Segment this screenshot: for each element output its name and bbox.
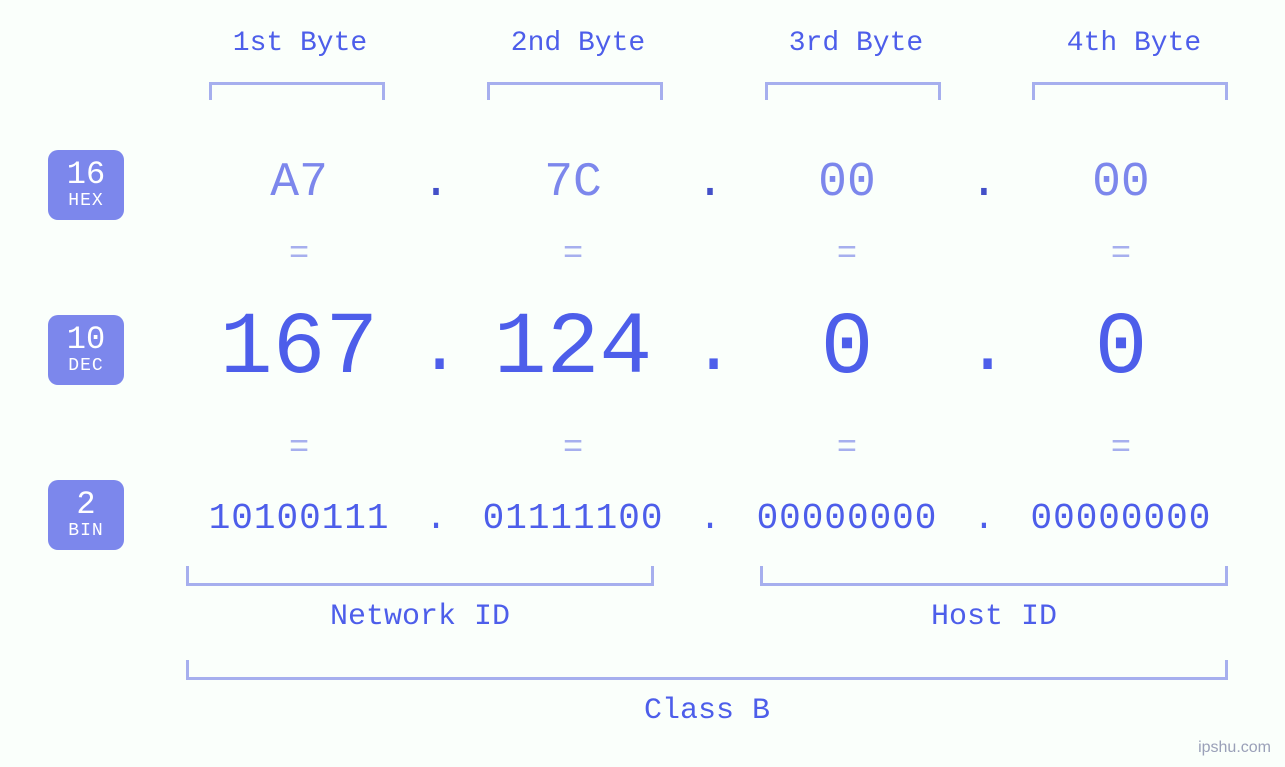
hex-byte-2: 7C <box>454 156 692 210</box>
separator: . <box>418 309 454 391</box>
bin-byte-3: 00000000 <box>728 498 966 539</box>
watermark: ipshu.com <box>1198 739 1271 757</box>
top-bracket-1 <box>209 82 385 100</box>
bin-byte-2: 01111100 <box>454 498 692 539</box>
badge-dec: 10 DEC <box>48 315 124 385</box>
bin-byte-4: 00000000 <box>1002 498 1240 539</box>
badge-bin-num: 2 <box>48 488 124 522</box>
equals-icon: = <box>454 430 692 468</box>
badge-dec-num: 10 <box>48 323 124 357</box>
hex-byte-4: 00 <box>1002 156 1240 210</box>
separator: . <box>418 156 454 210</box>
separator: . <box>418 498 454 539</box>
badge-bin: 2 BIN <box>48 480 124 550</box>
badge-hex-txt: HEX <box>48 192 124 211</box>
separator: . <box>966 156 1002 210</box>
row-bin: 10100111 . 01111100 . 00000000 . 0000000… <box>180 498 1240 539</box>
separator: . <box>692 309 728 391</box>
bracket-class <box>186 660 1228 680</box>
hex-byte-1: A7 <box>180 156 418 210</box>
equals-icon: = <box>728 236 966 274</box>
top-bracket-2 <box>487 82 663 100</box>
badge-dec-txt: DEC <box>48 357 124 376</box>
badge-hex: 16 HEX <box>48 150 124 220</box>
separator: . <box>966 498 1002 539</box>
hex-byte-3: 00 <box>728 156 966 210</box>
equals-icon: = <box>454 236 692 274</box>
bin-byte-1: 10100111 <box>180 498 418 539</box>
byte-header-2: 2nd Byte <box>478 28 678 59</box>
row-hex: A7 . 7C . 00 . 00 <box>180 156 1240 210</box>
equals-row-2: = = = = <box>180 430 1240 468</box>
byte-header-1: 1st Byte <box>200 28 400 59</box>
dec-byte-2: 124 <box>454 300 692 399</box>
equals-icon: = <box>180 236 418 274</box>
bracket-network-id <box>186 566 654 586</box>
ip-diagram: { "type": "infographic", "background_col… <box>0 0 1285 767</box>
label-class: Class B <box>186 694 1228 728</box>
equals-icon: = <box>180 430 418 468</box>
dec-byte-1: 167 <box>180 300 418 399</box>
equals-icon: = <box>1002 236 1240 274</box>
equals-icon: = <box>728 430 966 468</box>
dec-byte-3: 0 <box>728 300 966 399</box>
byte-header-4: 4th Byte <box>1034 28 1234 59</box>
label-network-id: Network ID <box>186 600 654 634</box>
badge-bin-txt: BIN <box>48 522 124 541</box>
separator: . <box>692 498 728 539</box>
label-host-id: Host ID <box>760 600 1228 634</box>
separator: . <box>966 309 1002 391</box>
top-bracket-4 <box>1032 82 1228 100</box>
byte-header-3: 3rd Byte <box>756 28 956 59</box>
badge-hex-num: 16 <box>48 158 124 192</box>
equals-row-1: = = = = <box>180 236 1240 274</box>
dec-byte-4: 0 <box>1002 300 1240 399</box>
equals-icon: = <box>1002 430 1240 468</box>
bracket-host-id <box>760 566 1228 586</box>
top-bracket-3 <box>765 82 941 100</box>
separator: . <box>692 156 728 210</box>
row-dec: 167 . 124 . 0 . 0 <box>180 300 1240 399</box>
